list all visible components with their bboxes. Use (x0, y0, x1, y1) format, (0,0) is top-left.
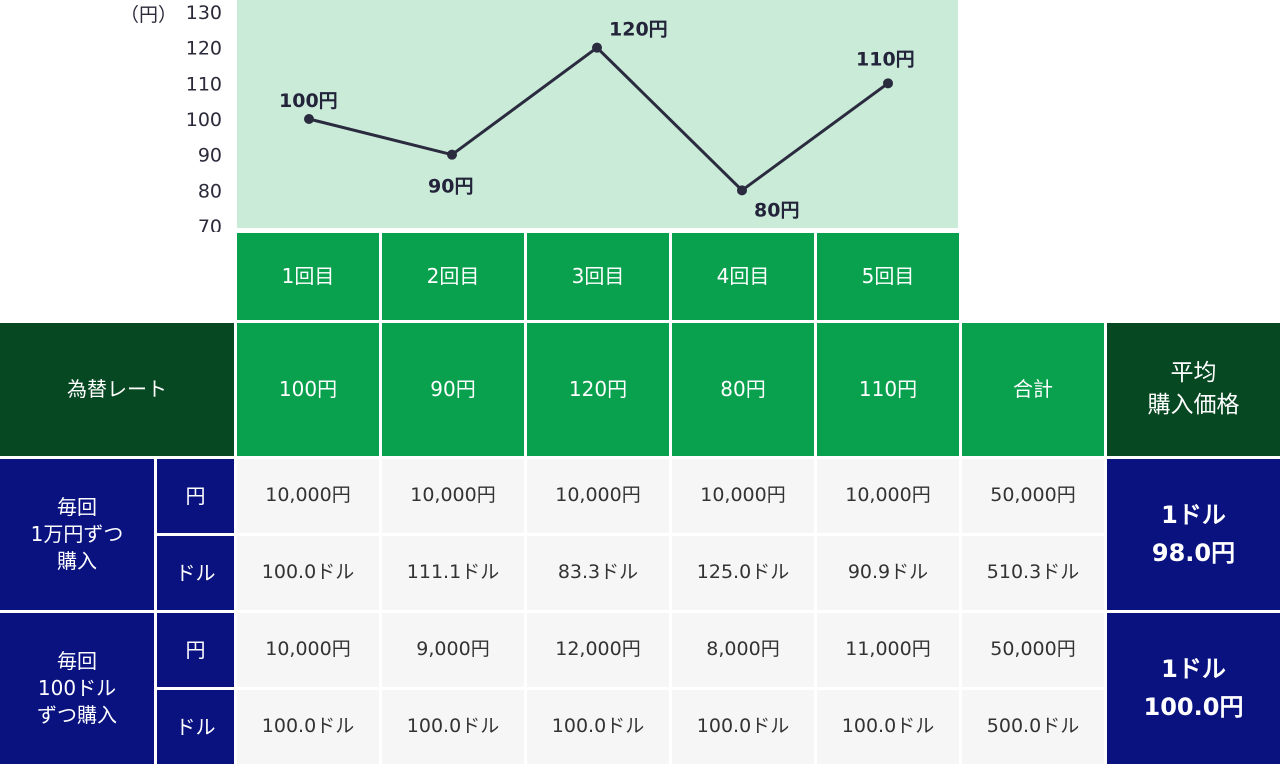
table-cell: 100.0ドル (672, 690, 814, 764)
table-cell: 90.9ドル (817, 536, 959, 610)
y-tick-label: 80 (198, 180, 222, 202)
y-tick-label: 120 (186, 38, 222, 60)
data-label: 80円 (754, 199, 799, 221)
table-cell: 100.0ドル (817, 690, 959, 764)
rate-cell-2: 90円 (382, 323, 524, 456)
y-tick-label: 110 (186, 73, 222, 95)
table-cell: 12,000円 (527, 613, 669, 687)
y-tick-label: 100 (186, 109, 222, 131)
round-header-1: 1回目 (237, 233, 379, 320)
round-header-5: 5回目 (817, 233, 959, 320)
data-label: 90円 (428, 176, 473, 198)
table-cell: 10,000円 (237, 613, 379, 687)
total-cell: 500.0ドル (962, 690, 1104, 764)
unit-yen: 円 (157, 459, 234, 533)
y-tick-label: 90 (198, 145, 222, 167)
table-cell: 10,000円 (237, 459, 379, 533)
table-cell: 9,000円 (382, 613, 524, 687)
table-cell: 11,000円 (817, 613, 959, 687)
table-cell: 100.0ドル (237, 536, 379, 610)
unit-yen: 円 (157, 613, 234, 687)
unit-dollar: ドル (157, 690, 234, 764)
data-label: 110円 (856, 48, 915, 70)
average-price-fixed-yen: 1ドル 98.0円 (1107, 459, 1280, 610)
y-tick-label: 130 (186, 2, 222, 24)
data-point (304, 114, 314, 124)
data-label: 100円 (279, 90, 338, 112)
table-cell: 125.0ドル (672, 536, 814, 610)
table-cell: 111.1ドル (382, 536, 524, 610)
section-label-fixed-yen: 毎回 1万円ずつ 購入 (0, 459, 154, 610)
exchange-rate-header: 為替レート (0, 323, 234, 456)
average-price-fixed-dollar: 1ドル 100.0円 (1107, 613, 1280, 764)
data-label: 120円 (609, 19, 668, 41)
rate-cell-4: 80円 (672, 323, 814, 456)
total-cell: 50,000円 (962, 459, 1104, 533)
rate-cell-3: 120円 (527, 323, 669, 456)
unit-dollar: ドル (157, 536, 234, 610)
rate-cell-5: 110円 (817, 323, 959, 456)
data-point (883, 78, 893, 89)
table-cell: 10,000円 (527, 459, 669, 533)
data-point (592, 42, 602, 53)
round-header-4: 4回目 (672, 233, 814, 320)
table-cell: 100.0ドル (237, 690, 379, 764)
average-price-header: 平均 購入価格 (1107, 323, 1280, 456)
data-point (447, 149, 457, 160)
table-cell: 100.0ドル (382, 690, 524, 764)
table-cell: 10,000円 (817, 459, 959, 533)
round-header-2: 2回目 (382, 233, 524, 320)
round-header-3: 3回目 (527, 233, 669, 320)
table-cell: 8,000円 (672, 613, 814, 687)
table-cell: 83.3ドル (527, 536, 669, 610)
plot-background (237, 0, 958, 228)
table-cell: 10,000円 (382, 459, 524, 533)
rate-cell-1: 100円 (237, 323, 379, 456)
data-point (737, 185, 747, 196)
series-line (308, 45, 889, 193)
total-cell: 50,000円 (962, 613, 1104, 687)
total-cell: 510.3ドル (962, 536, 1104, 610)
y-tick-label: 70 (198, 216, 222, 232)
total-header: 合計 (962, 323, 1104, 456)
table-cell: 100.0ドル (527, 690, 669, 764)
section-label-fixed-dollar: 毎回 100ドル ずつ購入 (0, 613, 154, 764)
table-cell: 10,000円 (672, 459, 814, 533)
line-chart: 130 120 110 100 90 80 70 100円 90円 120円 80円 110円 (186, 2, 915, 232)
exchange-rate-chart: （円） 130 120 110 100 90 80 70 100円 90円 120円 80円 110円 (0, 0, 1280, 232)
y-axis-unit-label: （円） (120, 4, 178, 26)
